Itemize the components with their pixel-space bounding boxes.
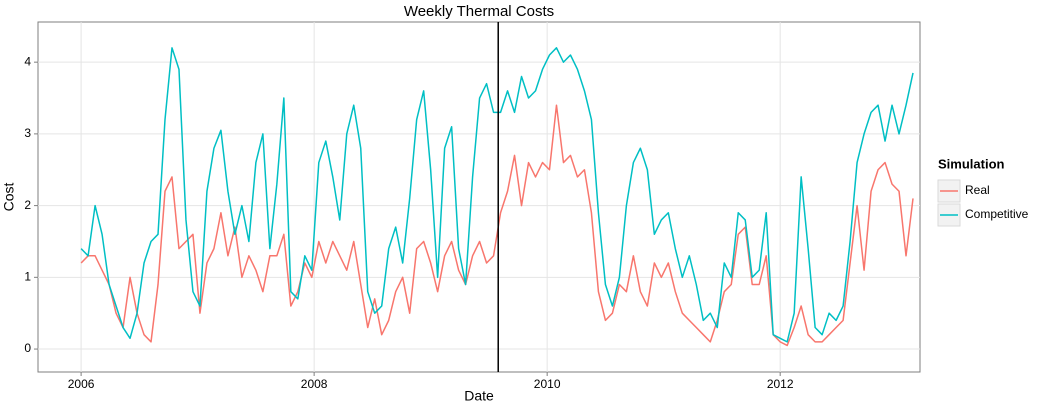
x-tick-label: 2012 bbox=[767, 377, 794, 391]
y-tick-label: 3 bbox=[24, 126, 31, 140]
lines bbox=[80, 22, 914, 372]
y-tick-label: 2 bbox=[24, 198, 31, 212]
series-line bbox=[80, 47, 914, 343]
legend-label: Competitive bbox=[965, 207, 1029, 221]
x-tick-label: 2008 bbox=[301, 377, 328, 391]
chart-title: Weekly Thermal Costs bbox=[404, 3, 554, 20]
y-tick-label: 0 bbox=[24, 341, 31, 355]
legend: Real Competitive bbox=[937, 179, 1029, 227]
y-tick-label: 1 bbox=[24, 269, 31, 283]
x-tick-label: 2006 bbox=[68, 377, 95, 391]
legend-label: Real bbox=[965, 183, 990, 197]
y-axis-title: Cost bbox=[1, 183, 17, 212]
x-tick-label: 2010 bbox=[534, 377, 561, 391]
plot-panel bbox=[37, 21, 921, 373]
y-tick-label: 4 bbox=[24, 54, 31, 68]
legend-title: Simulation bbox=[938, 156, 1005, 171]
x-axis-title: Date bbox=[464, 388, 494, 404]
